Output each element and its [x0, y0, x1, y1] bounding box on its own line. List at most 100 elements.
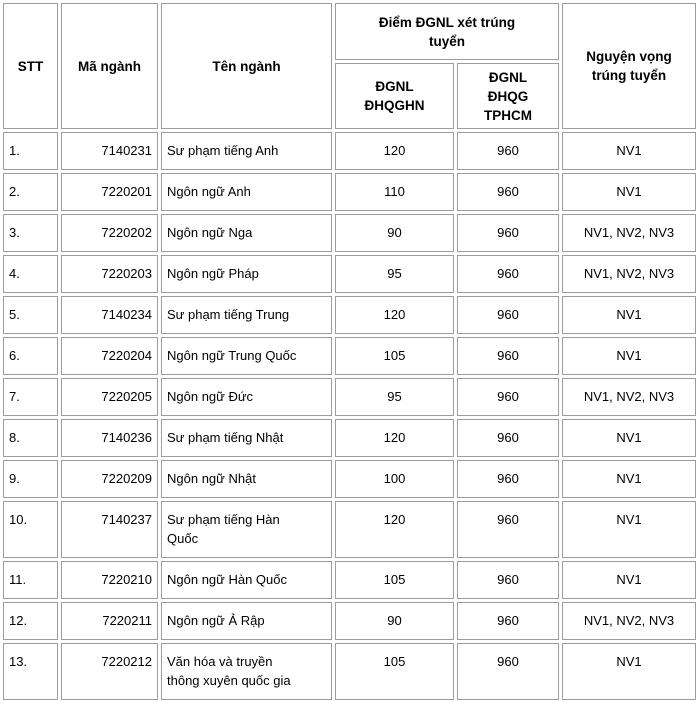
cell-ma-nganh: 7220203: [61, 255, 158, 293]
cell-ten-nganh: Sư phạm tiếng Hàn Quốc: [161, 501, 332, 558]
header-nguyen-vong: Nguyện vọng trúng tuyển: [562, 3, 697, 129]
cell-dgnl-hcm: 960: [457, 378, 560, 416]
cell-ten-nganh: Ngôn ngữ Ả Rập: [161, 602, 332, 640]
cell-dgnl-hcm: 960: [457, 255, 560, 293]
cell-nguyen-vong: NV1, NV2, NV3: [562, 214, 697, 252]
table-header: STT Mã ngành Tên ngành Điểm ĐGNL xét trú…: [3, 3, 697, 129]
header-ma-nganh: Mã ngành: [61, 3, 158, 129]
table-row: 2. 7220201 Ngôn ngữ Anh 110 960 NV1: [3, 173, 697, 211]
cell-ten-nganh: Ngôn ngữ Hàn Quốc: [161, 561, 332, 599]
cell-ten-nganh: Văn hóa và truyền thông xuyên quốc gia: [161, 643, 332, 700]
cell-nguyen-vong: NV1: [562, 173, 697, 211]
cell-ten-nganh: Ngôn ngữ Nhật: [161, 460, 332, 498]
cell-ten-nganh: Ngôn ngữ Nga: [161, 214, 332, 252]
cell-nguyen-vong: NV1, NV2, NV3: [562, 378, 697, 416]
cell-stt: 11.: [3, 561, 58, 599]
table-row: 3. 7220202 Ngôn ngữ Nga 90 960 NV1, NV2, NV3: [3, 214, 697, 252]
cell-ma-nganh: 7140237: [61, 501, 158, 558]
header-dgnl-dhqg-tphcm: ĐGNL ĐHQG TPHCM: [457, 63, 560, 129]
cell-ten-nganh: Sư phạm tiếng Anh: [161, 132, 332, 170]
cell-stt: 2.: [3, 173, 58, 211]
cell-nguyen-vong: NV1: [562, 501, 697, 558]
cell-dgnl-hcm: 960: [457, 214, 560, 252]
cell-ma-nganh: 7140234: [61, 296, 158, 334]
cell-ma-nganh: 7220211: [61, 602, 158, 640]
table-row: 4. 7220203 Ngôn ngữ Pháp 95 960 NV1, NV2, NV3: [3, 255, 697, 293]
cell-dgnl-hn: 90: [335, 602, 454, 640]
cell-nguyen-vong: NV1: [562, 460, 697, 498]
table-row: 10. 7140237 Sư phạm tiếng Hàn Quốc 120 960 NV…: [3, 501, 697, 558]
cell-dgnl-hn: 90: [335, 214, 454, 252]
cell-stt: 5.: [3, 296, 58, 334]
cell-nguyen-vong: NV1: [562, 337, 697, 375]
cell-dgnl-hcm: 960: [457, 501, 560, 558]
cell-nguyen-vong: NV1, NV2, NV3: [562, 255, 697, 293]
cell-dgnl-hn: 120: [335, 296, 454, 334]
cell-stt: 1.: [3, 132, 58, 170]
cell-ten-nganh: Ngôn ngữ Anh: [161, 173, 332, 211]
cell-dgnl-hcm: 960: [457, 337, 560, 375]
cell-nguyen-vong: NV1: [562, 419, 697, 457]
cell-dgnl-hn: 105: [335, 643, 454, 700]
header-diem-dgnl-group: Điểm ĐGNL xét trúng tuyển: [335, 3, 560, 60]
cell-ten-nganh: Sư phạm tiếng Trung: [161, 296, 332, 334]
table-row: 8. 7140236 Sư phạm tiếng Nhật 120 960 NV1: [3, 419, 697, 457]
cell-dgnl-hn: 105: [335, 337, 454, 375]
cell-ma-nganh: 7220201: [61, 173, 158, 211]
cell-dgnl-hn: 120: [335, 419, 454, 457]
header-dgnl-dhqghn: ĐGNL ĐHQGHN: [335, 63, 454, 129]
cell-ten-nganh: Ngôn ngữ Trung Quốc: [161, 337, 332, 375]
cell-dgnl-hn: 105: [335, 561, 454, 599]
cell-ten-nganh: Sư phạm tiếng Nhật: [161, 419, 332, 457]
cell-stt: 3.: [3, 214, 58, 252]
cell-dgnl-hcm: 960: [457, 561, 560, 599]
cell-stt: 12.: [3, 602, 58, 640]
cell-nguyen-vong: NV1: [562, 132, 697, 170]
cell-stt: 9.: [3, 460, 58, 498]
cell-nguyen-vong: NV1: [562, 296, 697, 334]
cell-ten-nganh: Ngôn ngữ Pháp: [161, 255, 332, 293]
table-body: 1. 7140231 Sư phạm tiếng Anh 120 960 NV1 2. 722…: [3, 132, 697, 700]
cell-nguyen-vong: NV1, NV2, NV3: [562, 602, 697, 640]
cell-ten-nganh: Ngôn ngữ Đức: [161, 378, 332, 416]
table-row: 9. 7220209 Ngôn ngữ Nhật 100 960 NV1: [3, 460, 697, 498]
table-row: 12. 7220211 Ngôn ngữ Ả Rập 90 960 NV1, NV2, N…: [3, 602, 697, 640]
table-row: 6. 7220204 Ngôn ngữ Trung Quốc 105 960 NV1: [3, 337, 697, 375]
cell-dgnl-hcm: 960: [457, 132, 560, 170]
cell-dgnl-hn: 120: [335, 501, 454, 558]
cell-dgnl-hcm: 960: [457, 419, 560, 457]
cell-stt: 13.: [3, 643, 58, 700]
table-row: 7. 7220205 Ngôn ngữ Đức 95 960 NV1, NV2, NV3: [3, 378, 697, 416]
cell-ma-nganh: 7140236: [61, 419, 158, 457]
cell-dgnl-hcm: 960: [457, 296, 560, 334]
cell-ma-nganh: 7140231: [61, 132, 158, 170]
table-row: 11. 7220210 Ngôn ngữ Hàn Quốc 105 960 NV1: [3, 561, 697, 599]
cell-dgnl-hn: 95: [335, 255, 454, 293]
cell-ma-nganh: 7220210: [61, 561, 158, 599]
cell-stt: 10.: [3, 501, 58, 558]
cell-ma-nganh: 7220212: [61, 643, 158, 700]
table-row: 1. 7140231 Sư phạm tiếng Anh 120 960 NV1: [3, 132, 697, 170]
cell-ma-nganh: 7220205: [61, 378, 158, 416]
cell-dgnl-hn: 100: [335, 460, 454, 498]
cell-dgnl-hn: 120: [335, 132, 454, 170]
table-row: 13. 7220212 Văn hóa và truyền thông xuyên …: [3, 643, 697, 700]
cell-dgnl-hcm: 960: [457, 173, 560, 211]
header-row-2: ĐGNL ĐHQGHN ĐGNL ĐHQG TPHCM: [3, 63, 696, 129]
table-row: 5. 7140234 Sư phạm tiếng Trung 120 960 NV1: [3, 296, 697, 334]
cell-ma-nganh: 7220204: [61, 337, 158, 375]
header-stt: STT: [3, 3, 58, 129]
cell-ma-nganh: 7220209: [61, 460, 158, 498]
cell-stt: 6.: [3, 337, 58, 375]
cell-stt: 7.: [3, 378, 58, 416]
cell-ma-nganh: 7220202: [61, 214, 158, 252]
cell-dgnl-hn: 110: [335, 173, 454, 211]
cell-dgnl-hn: 95: [335, 378, 454, 416]
cell-nguyen-vong: NV1: [562, 643, 697, 700]
cell-dgnl-hcm: 960: [457, 602, 560, 640]
header-ten-nganh: Tên ngành: [161, 3, 332, 129]
cell-nguyen-vong: NV1: [562, 561, 697, 599]
cell-dgnl-hcm: 960: [457, 643, 560, 700]
header-row-1: STT Mã ngành Tên ngành Điểm ĐGNL xét trú…: [3, 3, 697, 129]
